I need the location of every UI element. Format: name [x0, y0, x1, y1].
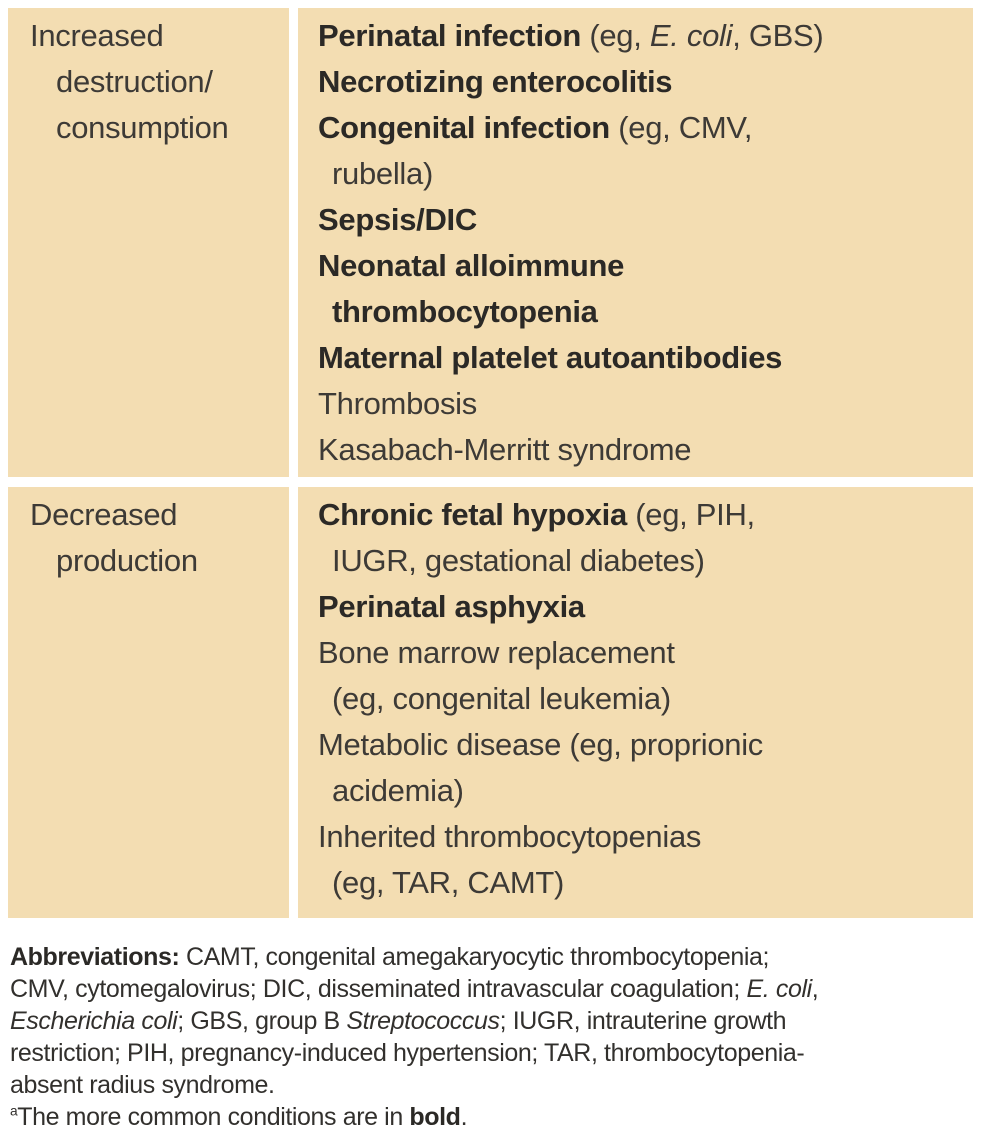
text-segment: production — [56, 543, 198, 578]
cause-item: Metabolic disease (eg, proprionic acidemi… — [318, 722, 965, 814]
text-segment: (eg, PIH, — [626, 497, 755, 532]
cause-item: Kasabach-Merritt syndrome — [318, 427, 965, 473]
cause-item: Maternal platelet autoantibodies — [318, 335, 965, 381]
table-footnotes: Abbreviations: CAMT, congenital amegakar… — [8, 918, 973, 1133]
cause-item: Neonatal alloimmune thrombocytopenia — [318, 243, 965, 335]
text-segment: Chronic fetal hypoxia — [318, 497, 627, 532]
text-segment: (eg, — [581, 18, 650, 53]
cause-item: Thrombosis — [318, 381, 965, 427]
text-segment: The more common conditions are in — [17, 1103, 410, 1131]
text-segment: absent radius syndrome. — [10, 1071, 275, 1099]
cause-item: Perinatal infection (eg, E. coli, GBS) — [318, 13, 965, 59]
text-segment: E. coli — [746, 975, 813, 1003]
text-segment: Kasabach-Merritt syndrome — [318, 432, 692, 467]
text-segment: . — [460, 1103, 468, 1131]
text-segment: restriction; PIH, pregnancy-induced hype… — [10, 1039, 805, 1067]
text-segment: Inherited thrombocytopenias — [318, 819, 702, 854]
text-segment: CAMT, congenital amegakaryocytic thrombo… — [179, 943, 770, 971]
bold-note-footnote: aThe more common conditions are in bold. — [10, 1101, 969, 1133]
text-segment: bold — [409, 1103, 461, 1131]
category-cell-decreased-production: Decreased production — [8, 487, 289, 918]
cause-item: Necrotizing enterocolitis — [318, 59, 965, 105]
abbreviations-footnote: Abbreviations: CAMT, congenital amegakar… — [10, 941, 969, 1101]
text-segment: Congenital infection — [318, 110, 610, 145]
text-segment: Necrotizing enterocolitis — [318, 64, 673, 99]
causes-cell-increased-destruction: Perinatal infection (eg, E. coli, GBS) Ne… — [298, 8, 973, 477]
cause-item: Inherited thrombocytopenias (eg, TAR, CAM… — [318, 814, 965, 906]
category-cell-increased-destruction: Increased destruction/consumption — [8, 8, 289, 477]
text-segment: Maternal platelet autoantibodies — [318, 340, 783, 375]
cause-item: Bone marrow replacement (eg, congenital l… — [318, 630, 965, 722]
text-segment: a — [10, 1103, 18, 1119]
text-segment: Perinatal asphyxia — [318, 589, 585, 624]
text-segment: , — [811, 975, 819, 1003]
text-segment: Abbreviations: — [10, 943, 180, 971]
text-segment: Escherichia coli — [10, 1007, 178, 1035]
thrombocytopenia-causes-table: Increased destruction/consumption Perinat… — [8, 8, 973, 918]
text-segment: acidemia) — [332, 773, 464, 808]
text-segment: destruction/ — [56, 64, 213, 99]
text-segment: ; GBS, group B — [177, 1007, 347, 1035]
text-segment: Metabolic disease (eg, proprionic — [318, 727, 764, 762]
text-segment: Decreased — [30, 497, 178, 532]
text-segment: Increased — [30, 18, 164, 53]
text-segment: thrombocytopenia — [332, 294, 598, 329]
text-segment: CMV, cytomegalovirus; DIC, disseminated … — [10, 975, 747, 1003]
text-segment: (eg, TAR, CAMT) — [332, 865, 565, 900]
cause-item: Perinatal asphyxia — [318, 584, 965, 630]
text-segment: ; IUGR, intrauterine growth — [499, 1007, 787, 1035]
text-segment: Neonatal alloimmune — [318, 248, 625, 283]
text-segment: IUGR, gestational diabetes) — [332, 543, 705, 578]
text-segment: (eg, congenital leukemia) — [332, 681, 671, 716]
text-segment: Sepsis/DIC — [318, 202, 477, 237]
causes-cell-decreased-production: Chronic fetal hypoxia (eg, PIH, IUGR, ges… — [298, 487, 973, 918]
text-segment: Bone marrow replacement — [318, 635, 675, 670]
text-segment: Perinatal infection — [318, 18, 582, 53]
text-segment: Streptococcus — [346, 1007, 500, 1035]
table-row-decreased-production: Decreased production Chronic fetal hypoxi… — [8, 487, 973, 918]
text-segment: rubella) — [332, 156, 433, 191]
text-segment: Thrombosis — [318, 386, 477, 421]
cause-item: Sepsis/DIC — [318, 197, 965, 243]
text-segment: , GBS) — [732, 18, 824, 53]
cause-item: Chronic fetal hypoxia (eg, PIH, IUGR, ges… — [318, 492, 965, 584]
cause-item: Congenital infection (eg, CMV, rubella) — [318, 105, 965, 197]
text-segment: (eg, CMV, — [609, 110, 753, 145]
table-row-increased-destruction: Increased destruction/consumption Perinat… — [8, 8, 973, 477]
text-segment: E. coli — [649, 18, 733, 53]
text-segment: consumption — [56, 110, 229, 145]
